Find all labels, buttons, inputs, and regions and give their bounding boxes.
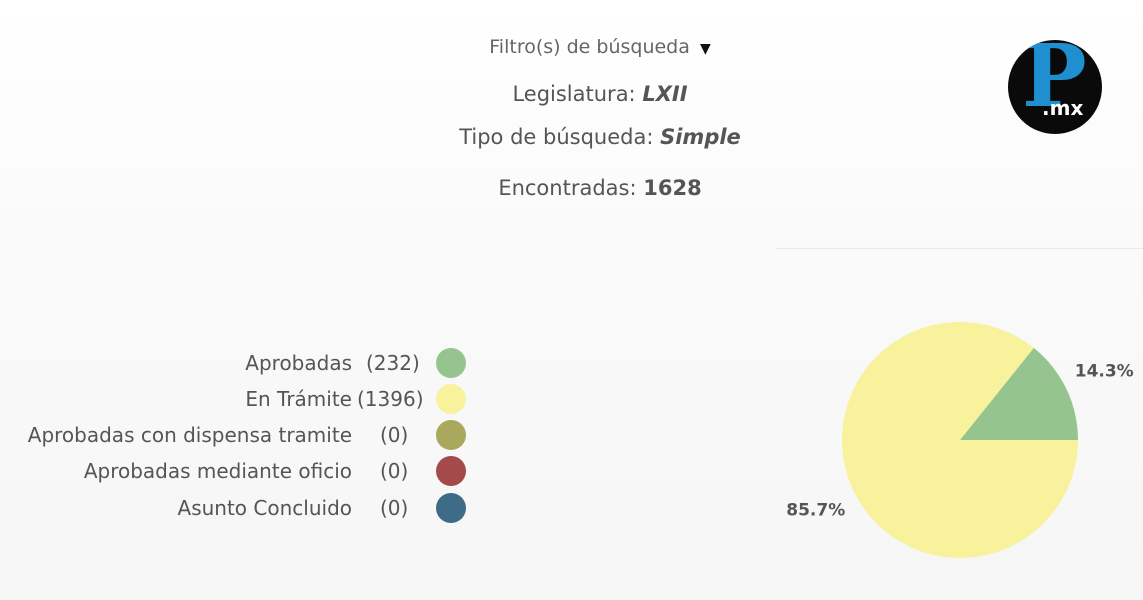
legend-item: Aprobadas (232) bbox=[0, 346, 480, 382]
legend-label: En Trámite bbox=[245, 387, 352, 411]
legend-count: (1396) bbox=[357, 387, 424, 411]
legend-count: (0) bbox=[380, 459, 409, 483]
legend-count: (0) bbox=[380, 496, 409, 520]
legend-item: Asunto Concluido (0) bbox=[0, 491, 480, 527]
filters-label: Filtro(s) de búsqueda bbox=[489, 36, 690, 58]
legend-swatch bbox=[436, 348, 466, 378]
legislatura-value: LXII bbox=[642, 82, 688, 106]
encontradas-value: 1628 bbox=[643, 176, 702, 200]
pie-percent-label: 85.7% bbox=[786, 500, 845, 520]
section-divider bbox=[775, 248, 1143, 249]
legislatura-row: Legislatura: LXII bbox=[0, 82, 1143, 106]
legend-swatch bbox=[436, 493, 466, 523]
legend-label: Aprobadas con dispensa tramite bbox=[27, 423, 352, 447]
tipo-busqueda-row: Tipo de búsqueda: Simple bbox=[0, 125, 1143, 149]
pie-slice-aprobadas bbox=[960, 347, 1078, 440]
encontradas-row: Encontradas: 1628 bbox=[0, 176, 1143, 200]
tipo-busqueda-label: Tipo de búsqueda: bbox=[459, 125, 654, 149]
pmx-logo: P .mx bbox=[1008, 40, 1102, 134]
pie-slice-en-tr-mite bbox=[842, 322, 1078, 558]
legend-swatch bbox=[436, 384, 466, 414]
legend-swatch bbox=[436, 420, 466, 450]
status-pie-chart: 14.3% 85.7% bbox=[786, 322, 1134, 558]
legend-label: Aprobadas mediante oficio bbox=[83, 459, 352, 483]
legend-label: Aprobadas bbox=[245, 351, 352, 375]
legend-item: Aprobadas con dispensa tramite (0) bbox=[0, 418, 480, 454]
legend-count: (232) bbox=[366, 351, 420, 375]
encontradas-label: Encontradas: bbox=[498, 176, 637, 200]
tipo-busqueda-value: Simple bbox=[660, 125, 741, 149]
logo-letter: P bbox=[1022, 40, 1087, 127]
logo-suffix: .mx bbox=[1042, 96, 1084, 120]
search-filters-toggle[interactable]: Filtro(s) de búsqueda ▼ bbox=[0, 36, 1143, 58]
legend-item: Aprobadas mediante oficio (0) bbox=[0, 454, 480, 490]
caret-down-icon[interactable]: ▼ bbox=[699, 41, 711, 57]
legend-item: En Trámite (1396) bbox=[0, 382, 480, 418]
legend-count: (0) bbox=[380, 423, 409, 447]
legend-swatch bbox=[436, 456, 466, 486]
legend-label: Asunto Concluido bbox=[177, 496, 352, 520]
legislatura-label: Legislatura: bbox=[512, 82, 636, 106]
pie-percent-label: 14.3% bbox=[1075, 362, 1134, 382]
